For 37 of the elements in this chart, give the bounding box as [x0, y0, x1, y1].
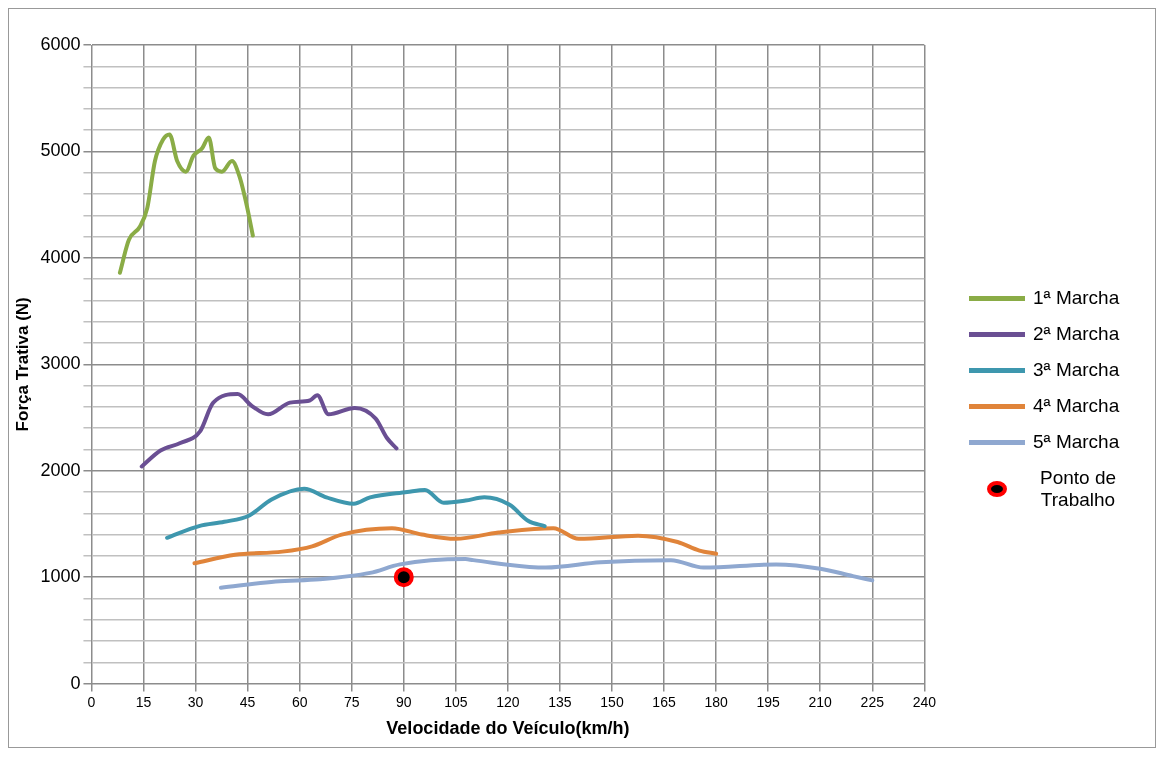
line-series: [192, 526, 719, 566]
x-tick-label: 75: [343, 693, 360, 710]
legend-label: 3ª Marcha: [1033, 359, 1120, 381]
x-tick-label: 105: [444, 693, 468, 710]
legend-label: 2ª Marcha: [1033, 323, 1120, 345]
y-tick-label: 3000: [40, 353, 81, 374]
y-tick-label: 4000: [40, 246, 81, 267]
x-tick-label: 30: [187, 693, 204, 710]
x-tick-label: 225: [860, 693, 885, 710]
y-tick-label: 6000: [40, 33, 81, 54]
x-tick-label: 240: [912, 693, 937, 710]
y-tick-label: 2000: [40, 459, 81, 480]
y-axis-title: Força Trativa (N): [12, 297, 32, 432]
y-tick-label: 1000: [40, 566, 81, 587]
x-tick-label: 210: [808, 693, 833, 710]
x-axis-title: Velocidade do Veículo(km/h): [386, 718, 630, 739]
x-tick-label: 60: [291, 693, 308, 710]
x-tick-label: 15: [135, 693, 152, 710]
x-tick-label: 180: [704, 693, 728, 710]
y-tick-label: 5000: [40, 140, 81, 161]
x-tick-label: 150: [600, 693, 624, 710]
line-series: [218, 557, 875, 590]
x-tick-label: 90: [395, 693, 412, 710]
x-tick-label: 120: [496, 693, 520, 710]
line-series: [165, 486, 547, 540]
legend-label: Ponto de Trabalho: [1038, 467, 1118, 511]
x-tick-label: 45: [239, 693, 256, 710]
line-series: [117, 132, 255, 275]
y-tick-label: 0: [70, 672, 81, 693]
legend-label: 4ª Marcha: [1033, 395, 1120, 417]
x-tick-label: 0: [87, 693, 96, 710]
legend-label: 1ª Marcha: [1033, 287, 1120, 309]
x-tick-label: 195: [756, 693, 781, 710]
line-series: [139, 392, 399, 469]
x-tick-label: 135: [548, 693, 572, 710]
x-tick-label: 165: [652, 693, 676, 710]
legend-label: 5ª Marcha: [1033, 431, 1120, 453]
